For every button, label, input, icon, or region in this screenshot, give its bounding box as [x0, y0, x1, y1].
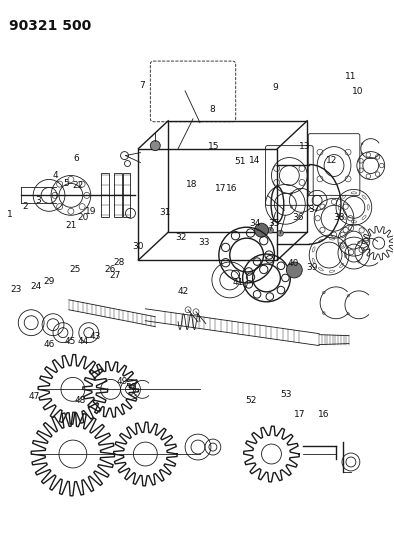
Text: 34: 34: [249, 219, 260, 228]
Text: 8: 8: [209, 105, 215, 114]
Text: 20: 20: [77, 213, 88, 222]
Text: 24: 24: [30, 282, 41, 291]
Bar: [113, 173, 121, 217]
Text: 45: 45: [64, 337, 76, 346]
Text: 49: 49: [117, 377, 128, 386]
Bar: [123, 173, 130, 217]
Text: 29: 29: [43, 277, 55, 286]
Text: 3: 3: [36, 196, 41, 205]
Text: 9: 9: [272, 83, 278, 92]
Bar: [138, 149, 277, 260]
Text: 47: 47: [29, 392, 40, 401]
Text: 33: 33: [198, 238, 210, 247]
Text: 35: 35: [269, 219, 280, 228]
Text: 36: 36: [292, 213, 304, 222]
Text: 4: 4: [52, 171, 58, 180]
Text: 43: 43: [89, 332, 101, 341]
Bar: [168, 121, 307, 232]
Text: 11: 11: [345, 72, 357, 81]
Bar: [101, 173, 109, 217]
Text: 50: 50: [126, 383, 137, 392]
Text: 6: 6: [74, 155, 79, 164]
Text: 21: 21: [65, 221, 77, 230]
Text: 52: 52: [245, 395, 256, 405]
Text: 5: 5: [63, 179, 69, 188]
Text: 32: 32: [175, 233, 186, 242]
Text: 22: 22: [72, 181, 84, 190]
Text: 44: 44: [78, 337, 89, 346]
Text: 28: 28: [114, 259, 125, 267]
Circle shape: [151, 141, 160, 151]
Text: 31: 31: [159, 208, 171, 217]
Text: 1: 1: [7, 210, 13, 219]
Circle shape: [277, 230, 283, 236]
Text: 2: 2: [23, 202, 28, 211]
Text: 13: 13: [299, 142, 311, 151]
Text: 16: 16: [318, 410, 330, 419]
Text: 25: 25: [69, 265, 81, 273]
Text: 46: 46: [43, 340, 55, 349]
Text: 23: 23: [11, 285, 22, 294]
Text: 41: 41: [232, 278, 244, 287]
Text: 16: 16: [226, 184, 237, 193]
Text: 38: 38: [333, 213, 344, 222]
Text: 14: 14: [249, 156, 260, 165]
Text: 37: 37: [309, 205, 320, 214]
Text: 51: 51: [234, 157, 246, 166]
Circle shape: [286, 262, 302, 278]
Text: 40: 40: [287, 260, 299, 268]
Text: 90321 500: 90321 500: [9, 19, 91, 33]
Text: 18: 18: [186, 180, 197, 189]
Circle shape: [268, 227, 273, 233]
Text: 53: 53: [281, 390, 292, 399]
Text: 17: 17: [215, 184, 226, 193]
Text: 39: 39: [307, 263, 318, 272]
Text: 42: 42: [178, 287, 189, 296]
Text: 15: 15: [208, 142, 219, 151]
Text: 26: 26: [104, 265, 116, 273]
Text: 7: 7: [139, 80, 145, 90]
Text: 12: 12: [326, 156, 338, 165]
Text: 30: 30: [132, 243, 143, 252]
Text: 19: 19: [85, 207, 97, 216]
Circle shape: [255, 223, 268, 237]
Text: 17: 17: [294, 410, 305, 419]
Text: 48: 48: [75, 395, 86, 405]
Text: 27: 27: [109, 271, 121, 280]
Text: 10: 10: [352, 87, 363, 96]
